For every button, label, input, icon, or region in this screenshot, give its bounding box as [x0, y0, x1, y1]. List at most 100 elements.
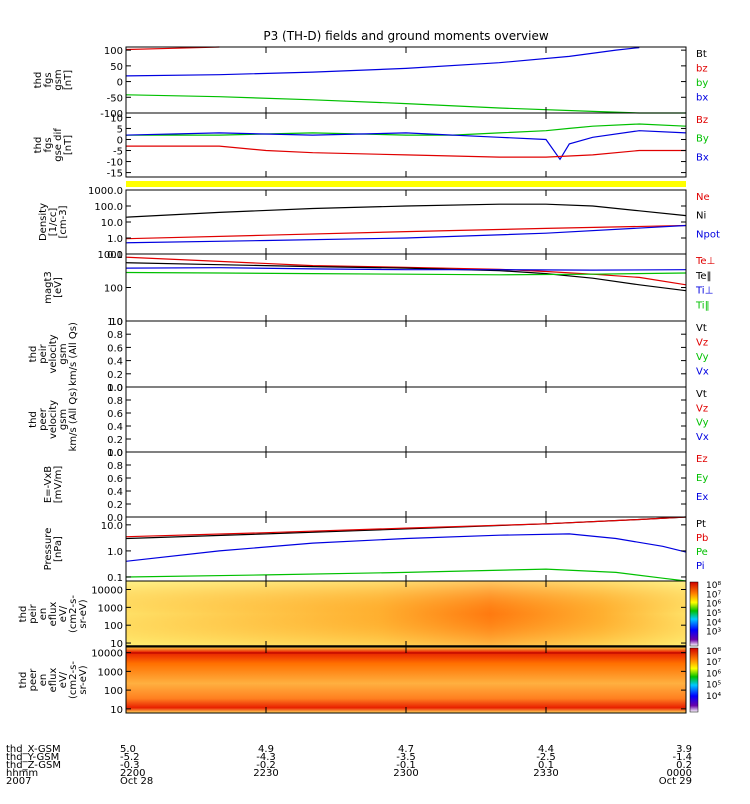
peir_efflux-ylabel: (cm2-s-	[68, 595, 79, 633]
density-ylabel: [cm-3]	[58, 205, 69, 238]
peer_velocity-ytick-label: 0.4	[107, 422, 123, 433]
peir_efflux-colorbar-label: 10³	[706, 628, 721, 638]
pressure-legend-3: Pi	[696, 561, 705, 572]
quality-flag-bar	[126, 181, 686, 187]
fgs_gse_dif-ytick-label: 10	[110, 113, 123, 124]
fgs_gsm-ylabel: gsm	[53, 69, 64, 90]
peer_efflux-ylabel: sr-eV)	[78, 665, 89, 694]
peer_efflux-colorbar-label: 10⁵	[706, 681, 721, 691]
peir_efflux-ytick-label: 10000	[91, 586, 123, 597]
time-axis-hhmm-label: 0000	[667, 768, 692, 779]
time-axis-hhmm-label: 2330	[533, 768, 558, 779]
peer_velocity-legend-1: Vz	[696, 403, 708, 414]
peir_velocity-legend-3: Vx	[696, 367, 709, 378]
peer_efflux-ytick-label: 10000	[91, 649, 123, 660]
time-axis-x-label: 4.4	[538, 744, 554, 755]
peir_efflux-spectrogram-overlay	[126, 581, 686, 647]
time-axis-hhmm-label: 2230	[253, 768, 278, 779]
peer_velocity-ylabel: km/s (All Qs)	[68, 388, 79, 452]
fgs_gsm-ytick-label: 50	[110, 62, 123, 73]
time-axis-date-label: Oct 29	[659, 776, 692, 787]
fgs_gsm-legend-0: Bt	[696, 49, 707, 60]
peir_velocity-ytick-label: 0.2	[107, 370, 123, 381]
fgs_gsm-legend-2: by	[696, 78, 708, 89]
peer_velocity-ytick-label: 0.0	[107, 448, 123, 459]
peir_velocity-frame	[125, 320, 687, 388]
peer_velocity-ytick-label: 1.0	[107, 383, 123, 394]
density-legend-0: Ne	[696, 192, 710, 203]
peir_velocity-ylabel: gsm	[58, 343, 69, 364]
peir_velocity-ytick-label: 0.0	[107, 383, 123, 394]
peir_velocity-legend-1: Vz	[696, 338, 708, 349]
chart-title: P3 (TH-D) fields and ground moments over…	[263, 29, 548, 43]
peir_efflux-ylabel: eflux	[48, 602, 59, 627]
peir_efflux-colorbar-label: 10⁶	[706, 600, 721, 610]
peer_efflux-ylabel: (cm2-s-	[68, 661, 79, 699]
fgs_gsm-ylabel: [nT]	[63, 70, 74, 90]
peer_efflux-colorbar-label: 10⁴	[706, 692, 721, 702]
temperature-series-Te‖	[125, 262, 687, 292]
temperature-legend-1: Te‖	[695, 271, 712, 282]
peir_velocity-ytick-label: 0.6	[107, 343, 123, 354]
peer_velocity-ylabel: velocity	[48, 400, 59, 439]
peir_velocity-ytick-label: 1.0	[107, 317, 123, 328]
efield-ylabel: E=-VxB	[43, 466, 54, 503]
peir_efflux-ylabel: sr-eV)	[78, 599, 89, 628]
fgs_gsm-ylabel: fgs	[43, 72, 54, 87]
peir_efflux-ytick-label: 10	[110, 639, 123, 650]
fgs_gse_dif-ylabel: gse dif	[53, 128, 64, 162]
pressure-legend-2: Pe	[696, 547, 708, 558]
density-series-Npot	[125, 224, 687, 244]
time-axis-z-label: 0.1	[538, 760, 554, 771]
peer_efflux-ylabel: thd	[18, 672, 29, 689]
peer_efflux-colorbar	[689, 647, 699, 713]
temperature-legend-3: Ti‖	[695, 300, 710, 311]
fgs_gse_dif-ylabel: thd	[33, 137, 44, 154]
time-axis-date-label: Oct 28	[120, 776, 153, 787]
pressure-ytick-label: 10.0	[101, 521, 123, 532]
temperature-ytick-label: 10	[110, 317, 123, 328]
time-axis-y-label: -2.5	[536, 752, 556, 763]
fgs_gsm-ylabel: thd	[33, 72, 44, 89]
efield-ytick-label: 0.4	[107, 487, 123, 498]
fgs_gse_dif-legend-2: Bx	[696, 152, 709, 163]
fgs_gsm-legend-1: bz	[696, 64, 708, 75]
time-axis-x-label: 5.0	[120, 744, 136, 755]
fgs_gse_dif-frame	[125, 112, 687, 178]
fgs_gse_dif-ylabel: fgs	[43, 137, 54, 152]
peir_efflux-ylabel: thd	[18, 606, 29, 623]
peir_efflux-ylabel: eV/	[58, 605, 69, 622]
peir_velocity-legend-2: Vy	[696, 352, 709, 363]
pressure-ylabel: Pressure	[43, 528, 54, 571]
pressure-legend-1: Pb	[696, 533, 708, 544]
fgs_gsm-ytick-label: 0	[117, 78, 123, 89]
peir_velocity-ytick-label: 0.8	[107, 330, 123, 341]
fgs_gsm-ytick-label: 100	[104, 46, 123, 57]
peer_velocity-ylabel: thd	[28, 411, 39, 428]
fgs_gse_dif-legend-1: By	[696, 134, 709, 145]
peer_efflux-ylabel: eV/	[58, 671, 69, 688]
pressure-ytick-label: 1.0	[107, 547, 123, 558]
temperature-ylabel: [eV]	[53, 277, 64, 298]
fgs_gse_dif-ylabel: [nT]	[63, 135, 74, 155]
peer_efflux-ytick-label: 100	[104, 686, 123, 697]
density-ylabel: [1/cc]	[48, 208, 59, 237]
peer_velocity-ytick-label: 0.8	[107, 396, 123, 407]
fgs_gse_dif-ytick-label: -15	[107, 169, 123, 180]
temperature-series-Ti⊥	[125, 267, 687, 271]
temperature-legend-0: Te⊥	[695, 256, 715, 267]
time-axis-y-label: -3.5	[396, 752, 416, 763]
peer_velocity-ytick-label: 0.6	[107, 409, 123, 420]
efield-legend-1: Ey	[696, 473, 708, 484]
efield-ytick-label: 0.0	[107, 513, 123, 524]
peer_velocity-ylabel: gsm	[58, 409, 69, 430]
fgs_gse_dif-ytick-label: -10	[107, 158, 123, 169]
density-legend-2: Npot	[696, 229, 720, 240]
pressure-legend-0: Pt	[696, 519, 706, 530]
efield-ytick-label: 0.8	[107, 461, 123, 472]
temperature-ylabel: magt3	[43, 271, 54, 304]
peir_efflux-colorbar-label: 10⁴	[706, 618, 721, 628]
density-ytick-label: 100.0	[94, 202, 123, 213]
time-axis-hhmm-label: 2200	[120, 768, 145, 779]
